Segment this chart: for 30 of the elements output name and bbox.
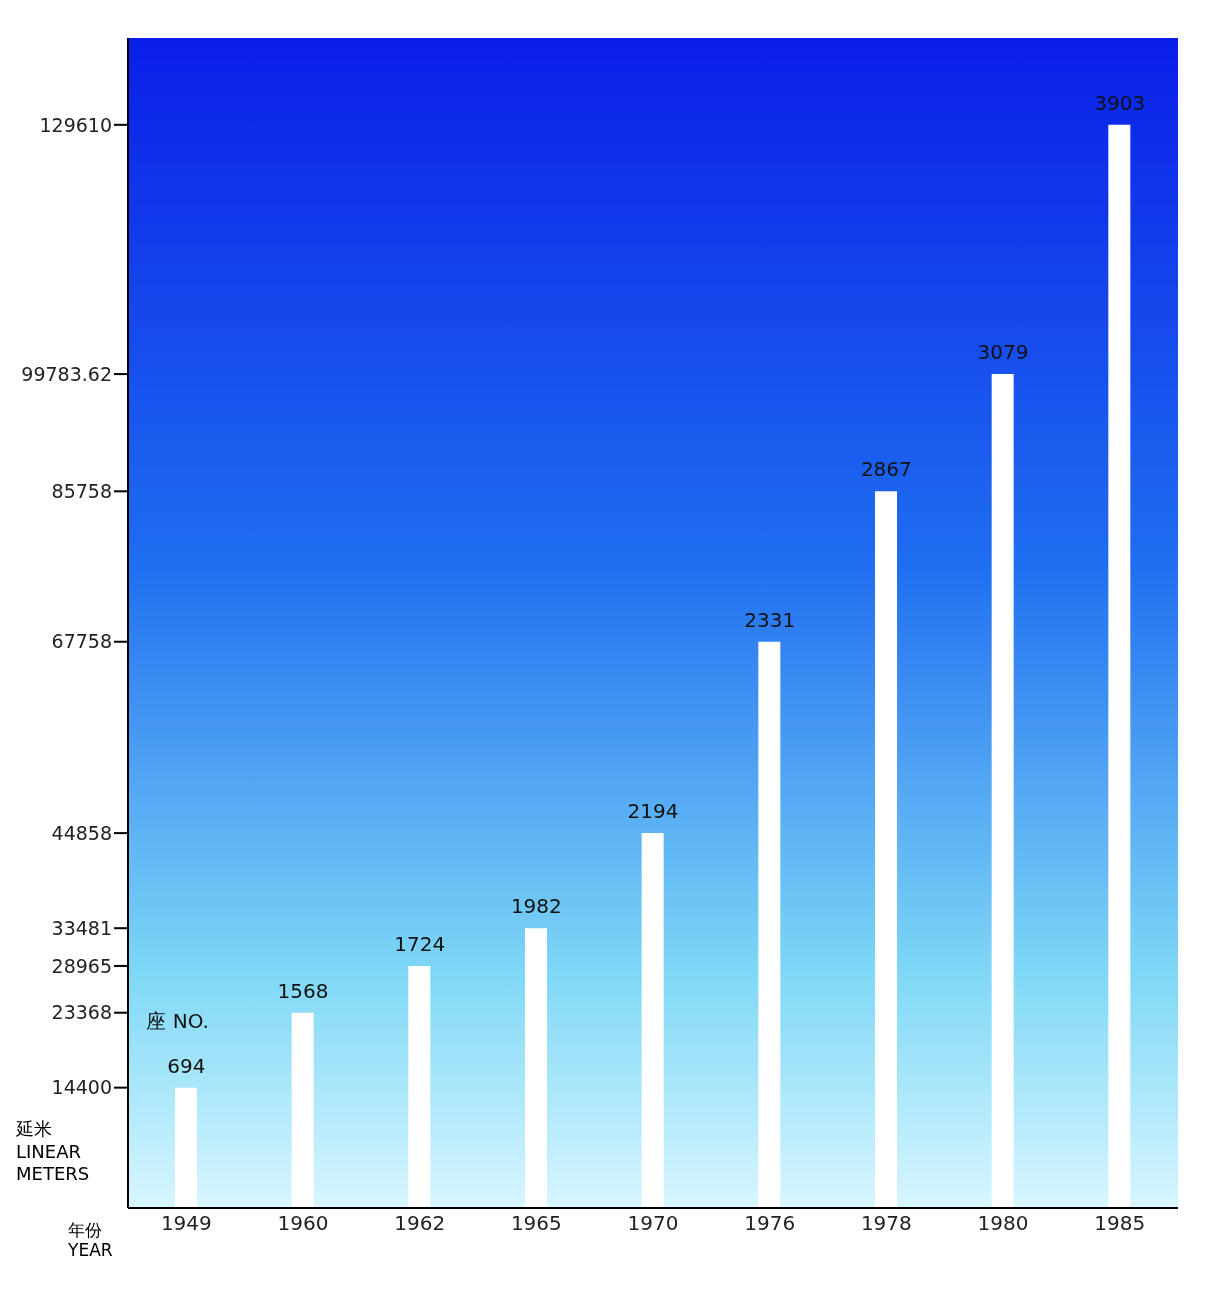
y-axis-title: 延米 LINEAR METERS xyxy=(16,1118,91,1186)
x-tick-label: 1962 xyxy=(394,1211,446,1236)
annotation: 3079 xyxy=(976,340,1030,365)
y-tick-label: 23368 xyxy=(51,1001,112,1024)
y-tick-label: 33481 xyxy=(51,916,112,939)
x-tick-label: 1965 xyxy=(510,1211,562,1236)
x-tick-label: 1976 xyxy=(744,1211,796,1236)
y-tick-label: 44858 xyxy=(51,821,112,844)
y-tick-label: 99783.62 xyxy=(21,362,112,385)
x-axis-title: 年份 YEAR xyxy=(68,1220,113,1261)
y-tick-label: 85758 xyxy=(51,480,112,503)
annotation: 2194 xyxy=(626,799,680,824)
x-tick-label: 1949 xyxy=(160,1211,212,1236)
x-tick-label: 1978 xyxy=(860,1211,912,1236)
annotation: 694 xyxy=(166,1053,207,1078)
y-tick-label: 14400 xyxy=(51,1076,112,1099)
x-tick-label: 1980 xyxy=(977,1211,1029,1236)
x-tick-label: 1960 xyxy=(277,1211,329,1236)
y-tick-label: 67758 xyxy=(51,630,112,653)
annotation: 座 NO. xyxy=(146,1007,209,1035)
annotation: 2867 xyxy=(859,457,913,482)
annotation: 2331 xyxy=(743,607,797,632)
y-tick-label: 28965 xyxy=(51,954,112,977)
annotation: 3903 xyxy=(1093,90,1147,115)
x-tick-label: 1970 xyxy=(627,1211,679,1236)
annotation: 1724 xyxy=(393,931,447,956)
y-tick-label: 129610 xyxy=(39,113,112,136)
annotation: 1982 xyxy=(509,894,563,919)
x-tick-label: 1985 xyxy=(1094,1211,1146,1236)
annotation: 1568 xyxy=(276,978,330,1003)
